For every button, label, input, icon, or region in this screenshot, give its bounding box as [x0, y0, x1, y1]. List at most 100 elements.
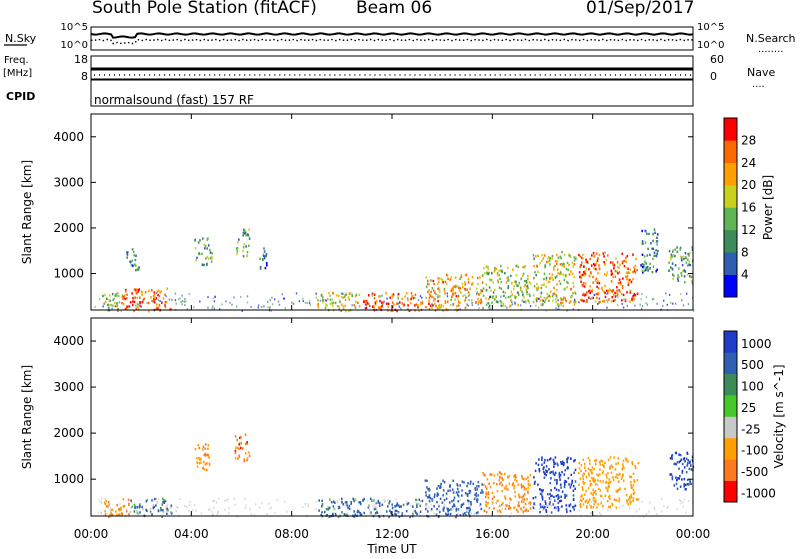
power-panel-cell	[519, 288, 522, 291]
velocity-panel-cell	[128, 513, 130, 516]
velocity-panel-cell	[149, 507, 152, 511]
velocity-panel-cell	[116, 513, 118, 517]
power-panel-cell	[502, 302, 504, 305]
power-panel-cell	[481, 281, 484, 284]
power-panel-cell	[683, 275, 686, 278]
velocity-panel-cell	[627, 460, 629, 463]
noise-tick-bottom-left: 10^0	[61, 40, 88, 51]
power-panel-cell	[491, 272, 493, 275]
velocity-panel-cell	[416, 512, 418, 516]
velocity-panel-speckle	[315, 500, 317, 503]
velocity-panel-cell	[594, 500, 597, 504]
velocity-panel-cell	[377, 501, 380, 504]
velocity-panel-cell	[588, 498, 591, 501]
power-panel-speckle	[181, 294, 183, 297]
velocity-panel-cell	[606, 476, 608, 479]
velocity-panel-cell	[164, 499, 167, 503]
power-panel-cell	[556, 289, 558, 292]
power-panel-cell	[672, 277, 674, 280]
power-panel-cell	[585, 267, 588, 270]
power-panel-speckle	[428, 292, 430, 295]
velocity-panel-speckle	[682, 505, 684, 508]
velocity-panel-cell	[118, 508, 120, 511]
velocity-panel-speckle	[417, 502, 419, 505]
velocity-panel-cell	[481, 489, 483, 492]
power-panel-cell	[487, 268, 489, 271]
power-panel-cell	[592, 251, 595, 255]
power-panel-cell	[126, 297, 128, 300]
power-panel-cell	[405, 292, 408, 295]
velocity-panel-cell	[439, 510, 441, 514]
velocity-panel-cell	[502, 502, 504, 505]
velocity-panel-cell	[117, 513, 120, 516]
power-panel-cell	[135, 291, 137, 294]
power-panel-cell	[511, 282, 513, 285]
velocity-panel-cell	[539, 503, 542, 506]
velocity-panel-speckle	[175, 510, 178, 513]
power-panel-cell	[443, 287, 446, 291]
velocity-panel-cell	[608, 505, 610, 509]
velocity-panel-cell	[634, 466, 637, 470]
velocity-panel-cell	[498, 479, 500, 482]
velocity-panel-cell	[469, 482, 472, 485]
velocity-panel-cell	[523, 488, 526, 491]
velocity-panel-speckle	[101, 501, 103, 504]
velocity-panel-cell	[527, 480, 530, 483]
velocity-panel-cell	[582, 503, 585, 506]
velocity-panel-cell	[583, 462, 586, 466]
velocity-panel-speckle	[478, 505, 481, 508]
power-panel-speckle	[652, 298, 654, 301]
power-panel-cell	[373, 306, 376, 309]
velocity-panel-cell	[373, 508, 376, 511]
power-panel-speckle	[479, 300, 481, 303]
velocity-panel-cell	[598, 487, 600, 491]
power-panel-cell	[404, 295, 406, 298]
power-panel-cell	[157, 307, 159, 310]
power-panel-cell	[617, 272, 619, 275]
power-panel-cell	[442, 304, 444, 308]
power-panel-cell	[580, 280, 582, 283]
velocity-panel-speckle	[438, 509, 440, 512]
velocity-panel-cell	[562, 463, 565, 467]
velocity-panel-cell	[527, 483, 530, 486]
power-panel-cell	[585, 293, 587, 296]
velocity-panel-cell	[578, 461, 581, 465]
velocity-panel-cell	[543, 470, 545, 474]
velocity-panel-speckle	[326, 505, 329, 508]
velocity-panel-cell	[425, 507, 427, 511]
power-panel-cell	[626, 277, 628, 281]
power-panel-cell	[614, 275, 617, 278]
power-panel-cell	[114, 301, 116, 305]
velocity-panel-speckle	[126, 508, 128, 511]
power-panel-cell	[567, 281, 569, 285]
power-panel-cell	[656, 233, 659, 236]
power-panel-cell	[514, 295, 516, 298]
power-panel-speckle	[339, 300, 341, 303]
velocity-panel-ytick-label: 2000	[53, 426, 84, 440]
power-panel-cell	[389, 296, 392, 299]
power-panel-cell	[551, 257, 553, 260]
velocity-panel-cell	[421, 499, 424, 503]
power-panel-cell	[552, 292, 554, 296]
velocity-panel-speckle	[476, 513, 478, 516]
power-panel-speckle	[488, 306, 490, 309]
velocity-panel-cell	[669, 457, 672, 460]
power-panel-cell	[121, 301, 123, 305]
power-panel-speckle	[298, 300, 301, 303]
velocity-panel-cell	[608, 478, 611, 481]
velocity-panel-cell	[201, 448, 204, 451]
power-panel-cell	[242, 255, 245, 258]
power-panel-speckle	[617, 295, 619, 298]
power-panel-cell	[450, 288, 453, 291]
power-panel-speckle	[240, 296, 242, 298]
power-panel-speckle	[308, 299, 311, 302]
power-panel-cell	[646, 254, 649, 257]
velocity-panel-cell	[391, 513, 394, 517]
velocity-panel-cell	[594, 490, 597, 493]
power-panel-cell	[547, 296, 549, 299]
velocity-panel-speckle	[276, 498, 278, 501]
power-panel-speckle	[94, 305, 96, 308]
velocity-panel-cell	[681, 462, 684, 466]
power-panel-cell	[259, 265, 262, 269]
power-panel-cell	[358, 293, 361, 296]
